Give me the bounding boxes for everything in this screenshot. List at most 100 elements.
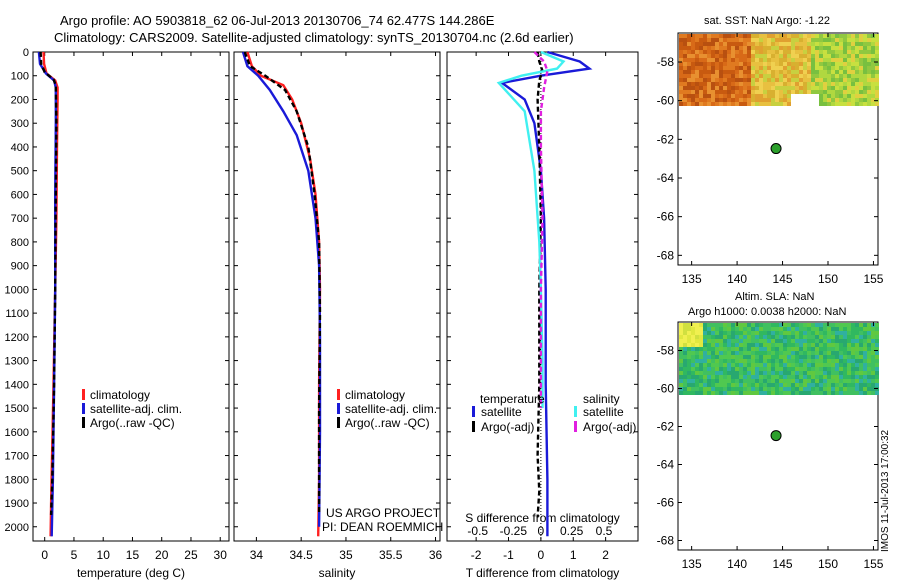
field-cell	[827, 58, 831, 62]
x-axis-label: salinity	[319, 566, 356, 580]
field-cell	[779, 375, 783, 379]
field-cell	[723, 82, 727, 86]
field-cell	[755, 387, 759, 391]
field-cell	[855, 102, 859, 106]
field-cell	[743, 42, 747, 46]
field-cell	[755, 58, 759, 62]
field-cell	[783, 375, 787, 379]
field-cell	[759, 102, 763, 106]
field-cell	[747, 54, 751, 58]
field-cell	[855, 70, 859, 74]
field-cell	[827, 66, 831, 70]
field-cell	[863, 78, 867, 82]
field-cell	[727, 331, 731, 335]
field-cell	[771, 78, 775, 82]
field-cell	[779, 102, 783, 106]
field-cell	[787, 46, 791, 50]
field-cell	[715, 383, 719, 387]
field-cell	[815, 331, 819, 335]
x-tick-label: 0	[538, 548, 545, 562]
field-cell	[855, 38, 859, 42]
field-cell	[819, 62, 823, 66]
field-cell	[839, 339, 843, 343]
field-cell	[687, 371, 691, 375]
field-cell	[711, 339, 715, 343]
field-cell	[755, 327, 759, 331]
field-cell	[819, 86, 823, 90]
field-cell	[771, 58, 775, 62]
field-cell	[839, 335, 843, 339]
field-cell	[795, 86, 799, 90]
field-cell	[799, 323, 803, 327]
sla-argo-marker	[770, 430, 782, 442]
field-cell	[787, 363, 791, 367]
field-cell	[735, 58, 739, 62]
field-cell	[859, 62, 863, 66]
field-cell	[727, 98, 731, 102]
field-cell	[691, 363, 695, 367]
field-cell	[839, 62, 843, 66]
field-cell	[699, 82, 703, 86]
field-cell	[723, 351, 727, 355]
field-cell	[859, 383, 863, 387]
field-cell	[823, 347, 827, 351]
field-cell	[851, 86, 855, 90]
field-cell	[815, 98, 819, 102]
x2-tick-label: 0.25	[560, 524, 584, 538]
field-cell	[871, 42, 875, 46]
legend-label: satellite-adj. clim.	[345, 402, 437, 416]
field-cell	[783, 62, 787, 66]
field-cell	[867, 34, 871, 38]
field-cell	[871, 391, 875, 395]
y-tick-label: 900	[11, 261, 29, 273]
field-cell	[863, 323, 867, 327]
field-cell	[867, 379, 871, 383]
field-cell	[823, 42, 827, 46]
y-tick-label: 2000	[5, 522, 29, 534]
field-cell	[791, 46, 795, 50]
field-cell	[755, 102, 759, 106]
field-cell	[723, 78, 727, 82]
field-cell	[707, 387, 711, 391]
field-cell	[799, 379, 803, 383]
field-cell	[815, 78, 819, 82]
field-cell	[839, 38, 843, 42]
field-cell	[819, 327, 823, 331]
field-cell	[735, 66, 739, 70]
field-cell	[755, 66, 759, 70]
field-cell	[735, 371, 739, 375]
field-cell	[687, 379, 691, 383]
field-cell	[739, 42, 743, 46]
field-cell	[691, 50, 695, 54]
field-cell	[779, 339, 783, 343]
field-cell	[771, 355, 775, 359]
field-cell	[747, 335, 751, 339]
field-cell	[875, 86, 879, 90]
field-cell	[759, 86, 763, 90]
field-cell	[695, 94, 699, 98]
field-cell	[819, 66, 823, 70]
field-cell	[731, 78, 735, 82]
x-tick-label: 35.5	[379, 548, 403, 562]
legend-header: temperature	[480, 392, 545, 406]
field-cell	[839, 70, 843, 74]
field-cell	[763, 351, 767, 355]
field-cell	[735, 82, 739, 86]
field-cell	[751, 82, 755, 86]
field-cell	[819, 379, 823, 383]
field-cell	[739, 82, 743, 86]
y-tick-label: 1400	[5, 379, 29, 391]
field-cell	[815, 355, 819, 359]
field-cell	[875, 46, 879, 50]
field-cell	[731, 86, 735, 90]
field-cell	[723, 94, 727, 98]
field-cell	[755, 359, 759, 363]
field-cell	[827, 327, 831, 331]
field-cell	[819, 339, 823, 343]
field-cell	[687, 359, 691, 363]
field-cell	[863, 34, 867, 38]
field-cell	[859, 102, 863, 106]
field-cell	[727, 323, 731, 327]
field-cell	[823, 383, 827, 387]
field-cell	[799, 90, 803, 94]
